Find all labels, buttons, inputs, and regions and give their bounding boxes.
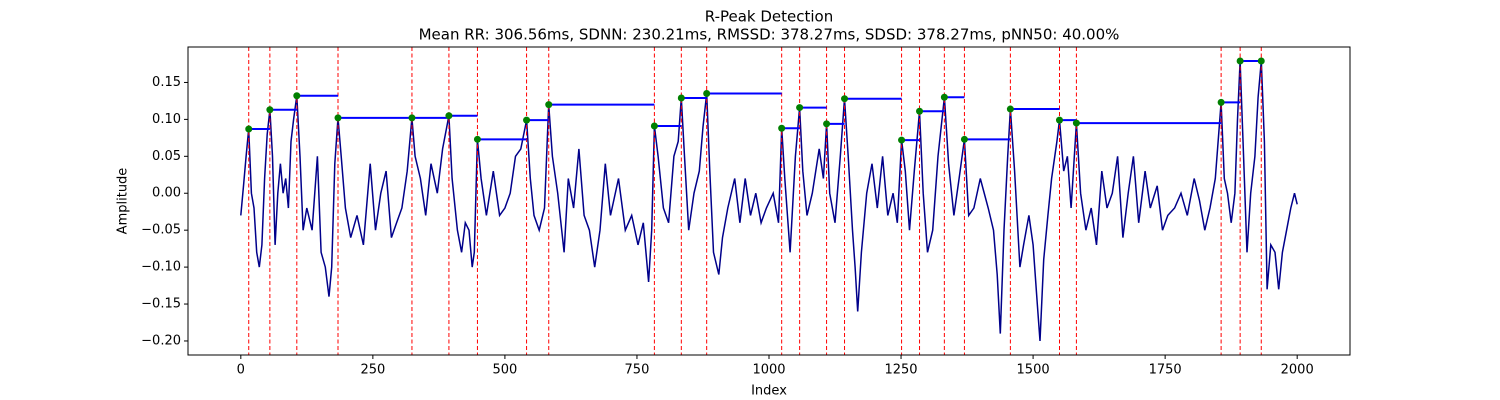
y-tick-label: −0.10 <box>141 260 181 275</box>
peak-point <box>266 106 274 114</box>
chart-title: R-Peak Detection <box>705 8 833 26</box>
peak-point <box>523 116 531 124</box>
peak-point <box>1006 105 1014 113</box>
peak-point <box>823 120 831 128</box>
y-tick-label: −0.05 <box>141 223 181 238</box>
peak-point <box>1257 57 1265 65</box>
y-tick-label: 0.05 <box>152 149 181 164</box>
peak-point <box>916 107 924 115</box>
x-tick-label: 2000 <box>1281 363 1314 378</box>
peak-point <box>334 114 342 122</box>
peak-point <box>445 112 453 120</box>
x-tick-label: 1000 <box>752 363 785 378</box>
peak-point <box>940 93 948 101</box>
peak-point <box>841 95 849 103</box>
peak-point <box>545 101 553 109</box>
peak-point <box>778 124 786 132</box>
y-tick-label: 0.15 <box>152 75 181 90</box>
peak-point <box>898 136 906 144</box>
peak-point <box>1217 98 1225 106</box>
y-axis-label: Amplitude <box>116 168 131 235</box>
signal-line <box>240 60 1298 342</box>
peak-point <box>408 114 416 122</box>
y-tick-label: −0.15 <box>141 297 181 312</box>
chart-subtitle: Mean RR: 306.56ms, SDNN: 230.21ms, RMSSD… <box>419 26 1120 44</box>
peak-point <box>1236 57 1244 65</box>
y-tick-label: 0.00 <box>152 186 181 201</box>
plot-frame <box>187 46 1351 356</box>
x-tick-label: 750 <box>625 363 650 378</box>
peak-point <box>293 92 301 100</box>
x-tick-label: 1250 <box>884 363 917 378</box>
x-tick-label: 1500 <box>1017 363 1050 378</box>
y-tick-label: −0.20 <box>141 333 181 348</box>
peak-point <box>1056 116 1063 124</box>
y-tick-label: 0.10 <box>152 112 181 127</box>
peak-point <box>245 125 253 133</box>
x-tick-label: 0 <box>237 363 245 378</box>
peak-point <box>1072 119 1080 127</box>
peak-point <box>960 135 968 143</box>
x-axis-label: Index <box>751 384 787 399</box>
peak-point <box>703 90 711 98</box>
peak-point <box>796 104 804 112</box>
peak-point <box>473 135 481 143</box>
x-tick-label: 250 <box>360 363 385 378</box>
peak-point <box>650 122 658 130</box>
peak-point <box>677 94 685 102</box>
x-tick-label: 1750 <box>1149 363 1182 378</box>
x-tick-label: 500 <box>492 363 517 378</box>
